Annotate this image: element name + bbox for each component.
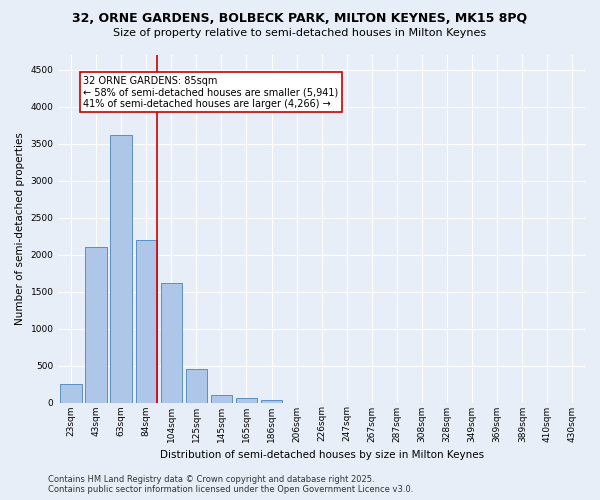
- Bar: [261, 400, 282, 402]
- Bar: [60, 384, 82, 402]
- Bar: [85, 247, 107, 402]
- Bar: [136, 240, 157, 402]
- Bar: [161, 282, 182, 403]
- Bar: [211, 395, 232, 402]
- Text: 32 ORNE GARDENS: 85sqm
← 58% of semi-detached houses are smaller (5,941)
41% of : 32 ORNE GARDENS: 85sqm ← 58% of semi-det…: [83, 76, 339, 109]
- Bar: [236, 398, 257, 402]
- Text: Contains HM Land Registry data © Crown copyright and database right 2025.
Contai: Contains HM Land Registry data © Crown c…: [48, 474, 413, 494]
- Text: 32, ORNE GARDENS, BOLBECK PARK, MILTON KEYNES, MK15 8PQ: 32, ORNE GARDENS, BOLBECK PARK, MILTON K…: [73, 12, 527, 26]
- Bar: [185, 368, 207, 402]
- Text: Size of property relative to semi-detached houses in Milton Keynes: Size of property relative to semi-detach…: [113, 28, 487, 38]
- Y-axis label: Number of semi-detached properties: Number of semi-detached properties: [15, 132, 25, 325]
- Bar: [110, 135, 132, 402]
- X-axis label: Distribution of semi-detached houses by size in Milton Keynes: Distribution of semi-detached houses by …: [160, 450, 484, 460]
